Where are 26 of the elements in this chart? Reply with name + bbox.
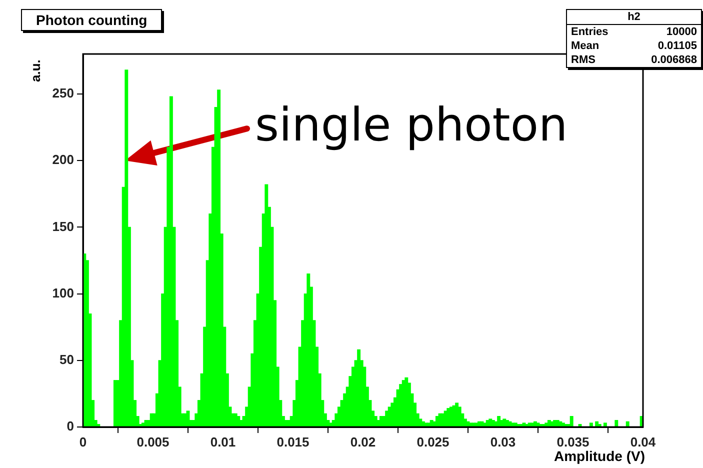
y-tick-label: 250	[52, 86, 74, 101]
y-axis-title: a.u.	[28, 60, 43, 82]
text: Entries	[571, 26, 608, 38]
chart-title: Photon counting	[21, 9, 162, 31]
y-tick-label: 200	[52, 152, 74, 168]
x-tick-label: 0.035	[556, 434, 590, 450]
x-tick-label: 0.005	[136, 434, 170, 450]
x-tick-label: 0.01	[210, 434, 236, 450]
text: 0.01105	[658, 40, 697, 52]
text: Mean	[571, 40, 600, 52]
y-tick-label: 50	[60, 352, 74, 367]
annotation: RMS	[571, 54, 596, 66]
x-tick-label: 0.015	[276, 434, 310, 450]
x-tick-label: 0.025	[416, 434, 450, 450]
text: 10000	[666, 26, 697, 38]
annotation: single photon	[255, 98, 568, 152]
x-tick-label: 0.03	[490, 434, 516, 450]
text: 0.006868	[651, 54, 697, 66]
x-tick-label: 0.02	[350, 434, 376, 450]
x-tick-label: 0.04	[630, 434, 656, 450]
x-axis-title: Amplitude (V)	[554, 448, 645, 464]
text: h2	[567, 10, 701, 25]
y-tick-label: 0	[66, 418, 74, 434]
y-tick-label: 100	[52, 285, 74, 300]
y-tick-label: 150	[52, 218, 74, 234]
x-tick-label: 0	[79, 434, 87, 450]
